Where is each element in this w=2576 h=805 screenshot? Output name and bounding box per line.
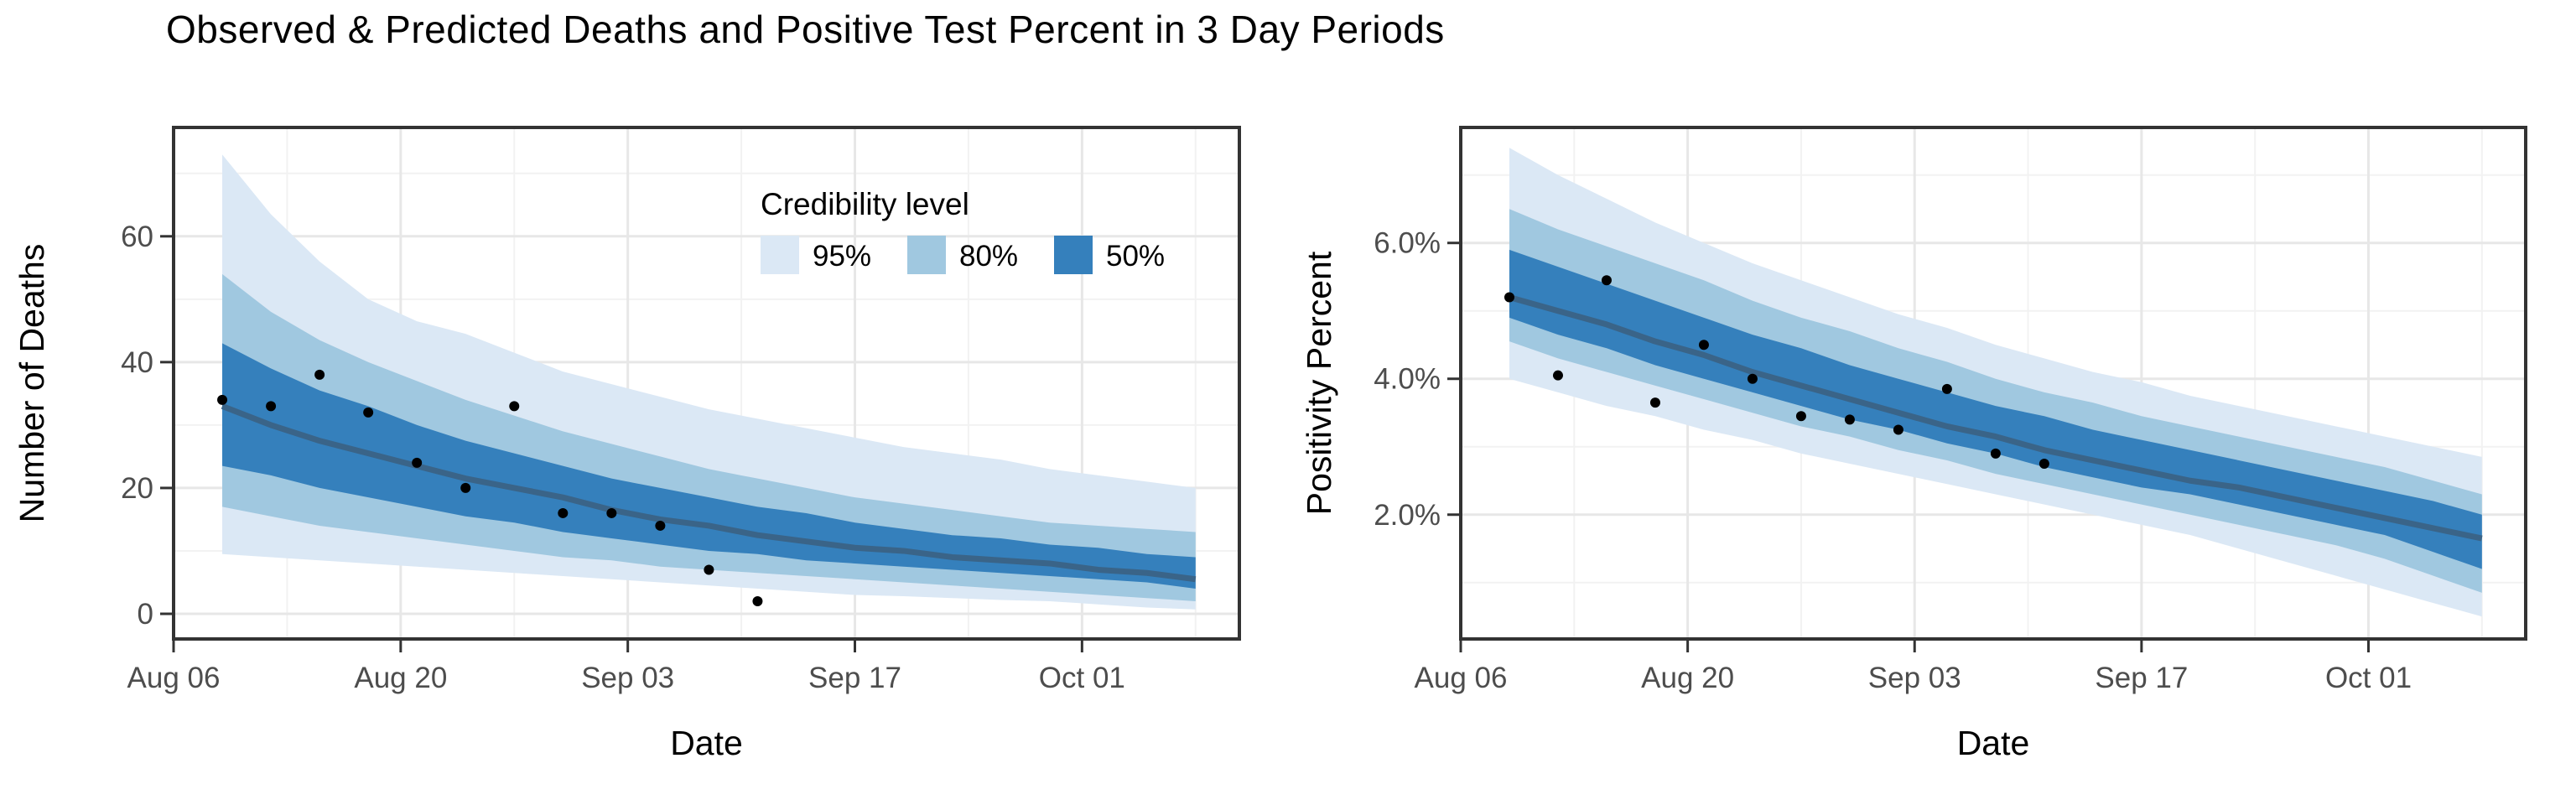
observed-point	[460, 482, 471, 493]
median-line	[221, 403, 1197, 583]
observed-point	[1941, 383, 1952, 394]
observed-point	[752, 595, 763, 606]
x-tick-label: Sep 17	[2095, 662, 2188, 694]
observed-point	[1990, 448, 2001, 459]
x-tick-label: Sep 03	[581, 662, 674, 694]
x-tick-label: Sep 03	[1868, 662, 1961, 694]
y-tick-label: 6.0%	[1374, 227, 1441, 260]
observed-point	[1649, 397, 1660, 408]
observed-point	[1698, 340, 1709, 351]
observed-point	[266, 401, 277, 412]
observed-point	[2038, 458, 2049, 469]
observed-point	[314, 369, 325, 380]
x-tick-label: Oct 01	[2325, 662, 2412, 694]
observed-point	[1893, 424, 1903, 435]
panel-border	[172, 126, 1241, 641]
x-tick-label: Aug 20	[1641, 662, 1734, 694]
ribbon-80	[222, 273, 1196, 601]
x-axis-title: Date	[1957, 724, 2030, 762]
observed-point	[509, 401, 520, 412]
y-axis-title: Number of Deaths	[13, 244, 51, 523]
observed-point	[704, 564, 714, 575]
observed-point	[1795, 411, 1806, 422]
legend-label-50%: 50%	[1106, 240, 1165, 273]
legend-swatch-95%	[761, 236, 799, 274]
panel-deaths: Aug 06 Aug 20 Sep 03 Sep 17 Oct 01 0 20 40 60 Dat…	[13, 126, 1241, 762]
observed-point	[217, 394, 228, 405]
y-tick-label: 4.0%	[1374, 363, 1441, 396]
median-line	[1509, 294, 2483, 542]
observed-point	[606, 507, 617, 518]
x-tick-label: Aug 20	[354, 662, 447, 694]
observed-point	[412, 457, 423, 468]
panel-positivity: Aug 06 Aug 20 Sep 03 Sep 17 Oct 01 2.0% 4.0% 6.…	[1300, 126, 2527, 762]
x-tick-label: Aug 06	[127, 662, 221, 694]
x-tick-label: Sep 17	[808, 662, 901, 694]
x-axis-title: Date	[670, 724, 743, 762]
observed-point	[558, 507, 569, 518]
y-tick-label: 20	[121, 472, 153, 505]
legend-label-95%: 95%	[813, 240, 871, 273]
legend-swatch-50%	[1054, 236, 1093, 274]
legend-label-80%: 80%	[959, 240, 1018, 273]
x-tick-label: Aug 06	[1415, 662, 1508, 694]
x-tick-label: Oct 01	[1039, 662, 1125, 694]
observed-point	[1552, 370, 1563, 381]
observed-point	[655, 520, 666, 531]
chart-title: Observed & Predicted Deaths and Positive…	[166, 8, 1445, 51]
observed-point	[1601, 275, 1612, 286]
y-tick-label: 40	[121, 346, 153, 379]
observed-point	[363, 407, 374, 418]
y-tick-label: 60	[121, 221, 153, 253]
legend-swatch-80%	[907, 236, 946, 274]
legend-title: Credibility level	[761, 187, 969, 221]
observed-point	[1844, 414, 1855, 425]
y-tick-label: 0	[138, 598, 153, 631]
panel-border	[1459, 126, 2527, 641]
y-axis-title: Positivity Percent	[1300, 251, 1338, 515]
observed-point	[1504, 292, 1514, 303]
observed-point	[1747, 373, 1758, 384]
y-tick-label: 2.0%	[1374, 499, 1441, 532]
legend: Credibility level 95% 80% 50%	[761, 187, 1165, 274]
